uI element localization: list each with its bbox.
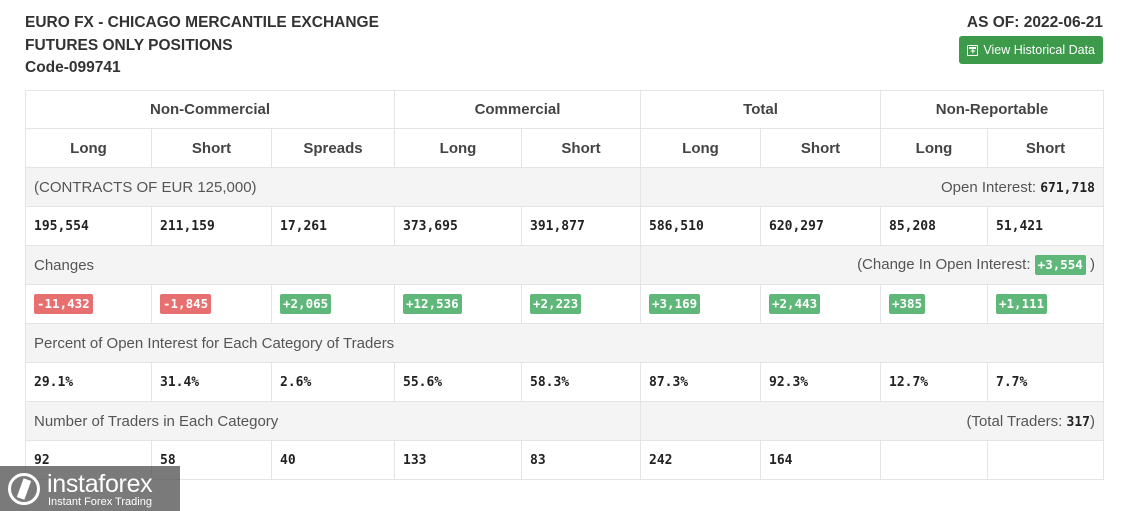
col-comm-long: Long — [394, 128, 522, 168]
positions-row: 195,554 211,159 17,261 373,695 391,877 5… — [25, 206, 1104, 246]
group-commercial: Commercial — [394, 90, 641, 129]
report-title-line1: EURO FX - CHICAGO MERCANTILE EXCHANGE — [25, 14, 379, 31]
traders-cell: 242 — [640, 440, 761, 480]
column-header-row: Long Short Spreads Long Short Long Short… — [25, 128, 1104, 168]
change-cell: +2,443 — [760, 284, 881, 324]
percent-cell: 55.6% — [394, 362, 522, 402]
change-cell: +1,111 — [987, 284, 1104, 324]
col-comm-short: Short — [521, 128, 641, 168]
traders-cell: 164 — [760, 440, 881, 480]
col-nonrep-short: Short — [987, 128, 1104, 168]
contracts-row: (CONTRACTS OF EUR 125,000) Open Interest… — [25, 167, 1104, 207]
changes-label-row: Changes (Change In Open Interest: +3,554… — [25, 245, 1104, 285]
position-cell: 391,877 — [521, 206, 641, 246]
percent-label: Percent of Open Interest for Each Catego… — [25, 323, 1104, 363]
percent-cell: 92.3% — [760, 362, 881, 402]
percent-cell: 58.3% — [521, 362, 641, 402]
open-interest-label: Open Interest: — [940, 178, 1041, 196]
position-cell: 51,421 — [987, 206, 1104, 246]
change-badge-negative: -1,845 — [160, 294, 212, 314]
position-cell: 85,208 — [880, 206, 988, 246]
change-badge-positive: +2,443 — [769, 294, 821, 314]
report-header: EURO FX - CHICAGO MERCANTILE EXCHANGE FU… — [25, 12, 1103, 82]
report-title: EURO FX - CHICAGO MERCANTILE EXCHANGE FU… — [25, 12, 379, 80]
watermark-tagline: Instant Forex Trading — [48, 496, 152, 508]
traders-cell: 83 — [521, 440, 641, 480]
change-badge-positive: +2,065 — [280, 294, 332, 314]
percent-label-row: Percent of Open Interest for Each Catego… — [25, 323, 1104, 363]
position-cell: 211,159 — [151, 206, 272, 246]
report-title-line2: FUTURES ONLY POSITIONS — [25, 36, 233, 54]
open-interest: Open Interest: 671,718 — [640, 167, 1104, 207]
open-interest-value: 671,718 — [1040, 180, 1095, 196]
percent-cell: 12.7% — [880, 362, 988, 402]
change-cell: -1,845 — [151, 284, 272, 324]
view-historical-data-button[interactable]: View Historical Data — [959, 36, 1103, 64]
traders-cell — [987, 440, 1104, 480]
traders-label: Number of Traders in Each Category — [25, 401, 641, 441]
traders-cell — [880, 440, 988, 480]
instaforex-logo-icon — [8, 473, 40, 505]
open-interest-change: (Change In Open Interest: +3,554 ) — [640, 245, 1104, 285]
position-cell: 620,297 — [760, 206, 881, 246]
total-traders: (Total Traders: 317) — [640, 401, 1104, 441]
changes-label: Changes — [25, 245, 641, 285]
col-noncomm-long: Long — [25, 128, 152, 168]
calendar-plus-icon — [967, 44, 979, 56]
group-total: Total — [640, 90, 881, 129]
col-noncomm-short: Short — [151, 128, 272, 168]
oi-change-prefix: (Change In Open Interest: — [857, 256, 1035, 273]
group-non-reportable: Non-Reportable — [880, 90, 1104, 129]
total-traders-prefix: (Total Traders: — [966, 412, 1067, 430]
total-traders-value: 317 — [1066, 414, 1090, 430]
report-code: Code-099741 — [25, 59, 121, 76]
col-noncomm-spreads: Spreads — [271, 128, 395, 168]
view-historical-data-label: View Historical Data — [983, 43, 1095, 57]
change-badge-positive: +2,223 — [530, 294, 582, 314]
as-of-date: AS OF: 2022-06-21 — [966, 14, 1103, 31]
col-total-short: Short — [760, 128, 881, 168]
percent-cell: 29.1% — [25, 362, 152, 402]
col-nonrep-long: Long — [880, 128, 988, 168]
change-badge-positive: +3,169 — [649, 294, 701, 314]
traders-cell: 40 — [271, 440, 395, 480]
position-cell: 373,695 — [394, 206, 522, 246]
percent-cell: 2.6% — [271, 362, 395, 402]
percent-row: 29.1% 31.4% 2.6% 55.6% 58.3% 87.3% 92.3%… — [25, 362, 1104, 402]
change-cell: +385 — [880, 284, 988, 324]
traders-cell: 133 — [394, 440, 522, 480]
position-cell: 17,261 — [271, 206, 395, 246]
col-total-long: Long — [640, 128, 761, 168]
change-cell: -11,432 — [25, 284, 152, 324]
changes-row: -11,432 -1,845 +2,065 +12,536 +2,223 +3,… — [25, 284, 1104, 324]
total-traders-suffix: ) — [1090, 412, 1095, 430]
position-cell: 195,554 — [25, 206, 152, 246]
oi-change-suffix: ) — [1085, 256, 1095, 273]
change-badge-positive: +1,111 — [996, 294, 1048, 314]
change-cell: +3,169 — [640, 284, 761, 324]
group-non-commercial: Non-Commercial — [25, 90, 395, 129]
change-cell: +2,065 — [271, 284, 395, 324]
change-cell: +12,536 — [394, 284, 522, 324]
instaforex-watermark: instaforex Instant Forex Trading — [0, 466, 180, 511]
watermark-name: instaforex — [47, 470, 153, 498]
change-badge-negative: -11,432 — [34, 294, 93, 314]
change-badge-positive: +12,536 — [403, 294, 462, 314]
change-cell: +2,223 — [521, 284, 641, 324]
traders-cell: 58 — [151, 440, 272, 480]
percent-cell: 87.3% — [640, 362, 761, 402]
traders-row: 92 58 40 133 83 242 164 — [25, 440, 1104, 480]
group-header-row: Non-Commercial Commercial Total Non-Repo… — [25, 90, 1104, 129]
oi-change-badge: +3,554 — [1034, 255, 1086, 275]
position-cell: 586,510 — [640, 206, 761, 246]
traders-label-row: Number of Traders in Each Category (Tota… — [25, 401, 1104, 441]
contracts-label: (CONTRACTS OF EUR 125,000) — [25, 167, 641, 207]
cot-positions-table: Non-Commercial Commercial Total Non-Repo… — [25, 90, 1104, 480]
percent-cell: 31.4% — [151, 362, 272, 402]
change-badge-positive: +385 — [889, 294, 926, 314]
percent-cell: 7.7% — [987, 362, 1104, 402]
